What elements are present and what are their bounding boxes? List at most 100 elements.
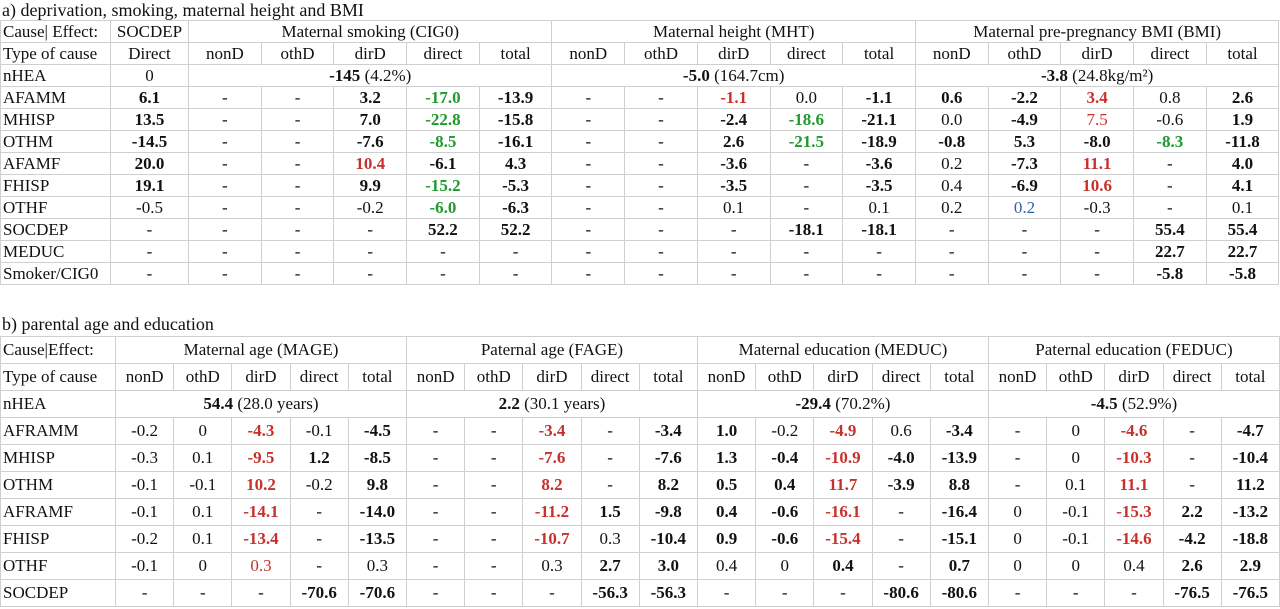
data-cell: - (551, 196, 626, 219)
data-cell: 0.2 (914, 152, 989, 175)
data-row: AFAMM 6.1- -3.2 -17.0 -13.9- - -1.1 0.0 -1.1 0.6-… (0, 86, 1280, 109)
data-cell: 0.0 (914, 108, 989, 131)
data-cell: 11.2 (1220, 471, 1280, 499)
data-cell: - (464, 552, 524, 580)
data-cell: - (769, 196, 844, 219)
subheader-cell: dirD (1060, 42, 1134, 65)
data-cell: 2.6 (696, 130, 771, 153)
data-row: SOCDEP - - - -70.6 -70.6- - - -56.3 -56.3- - - -80.6… (0, 579, 1280, 607)
data-cell: -11.8 (1205, 130, 1280, 153)
data-cell: - (580, 444, 640, 472)
row-label: Smoker/CIG0 (0, 262, 111, 285)
data-cell: 0 (987, 552, 1048, 580)
data-cell: - (769, 174, 844, 197)
data-cell: 2.6 (1205, 86, 1280, 109)
data-cell: - (551, 86, 626, 109)
data-cell: - (696, 579, 757, 607)
data-cell: - (260, 174, 335, 197)
data-cell: 7.0 (333, 108, 408, 131)
data-cell: - (551, 108, 626, 131)
data-cell: 2.2 (1162, 498, 1222, 526)
row-label: OTHM (0, 130, 111, 153)
header-cell: Maternal smoking (CIG0) (187, 20, 553, 43)
baseline-note: (30.1 years) (524, 394, 606, 413)
subheader-cell: othD (987, 42, 1062, 65)
data-cell: -13.5 (347, 525, 407, 553)
subheader-cell: total (842, 42, 916, 65)
data-cell: 1.2 (289, 444, 349, 472)
data-cell: - (987, 240, 1062, 263)
data-row: MEDUC - - - - - - - - - - - - - -22.7 22.7 (0, 240, 1280, 263)
data-cell: - (624, 196, 698, 219)
data-cell: - (987, 417, 1048, 445)
data-cell: 0.1 (696, 196, 771, 219)
data-cell: - (260, 262, 335, 285)
data-cell: - (1162, 471, 1222, 499)
data-cell: 8.2 (638, 471, 698, 499)
data-cell: -80.6 (929, 579, 989, 607)
data-cell: - (464, 498, 524, 526)
row-label: SOCDEP (0, 218, 111, 241)
data-cell: - (260, 130, 335, 153)
row-label: FHISP (0, 525, 116, 553)
data-cell: -6.3 (478, 196, 553, 219)
data-cell: -10.9 (813, 444, 873, 472)
data-cell: - (1132, 196, 1207, 219)
data-cell: - (696, 262, 771, 285)
data-cell: - (1132, 152, 1207, 175)
data-cell: -14.6 (1104, 525, 1164, 553)
data-cell: -10.3 (1104, 444, 1164, 472)
data-cell: -56.3 (638, 579, 698, 607)
data-cell: - (405, 552, 466, 580)
data-cell: 3.0 (638, 552, 698, 580)
data-cell: -6.9 (987, 174, 1062, 197)
data-cell: -3.4 (522, 417, 582, 445)
part-title: b) parental age and education (2, 314, 214, 334)
data-cell: -4.3 (231, 417, 291, 445)
data-cell: -21.1 (842, 108, 916, 131)
data-cell: - (188, 196, 262, 219)
data-cell: - (1132, 174, 1207, 197)
subheader-cell: nonD (987, 363, 1048, 391)
data-cell: - (624, 130, 698, 153)
data-cell: - (260, 86, 335, 109)
baseline-note: (70.2%) (835, 394, 891, 413)
subheader-cell: Direct (110, 42, 189, 65)
data-cell: - (624, 174, 698, 197)
data-cell: -13.9 (478, 86, 553, 109)
data-cell: -0.1 (114, 498, 175, 526)
data-cell: -0.1 (1046, 525, 1106, 553)
row-label: SOCDEP (0, 579, 116, 607)
data-cell: -13.4 (231, 525, 291, 553)
data-cell: 0.2 (914, 196, 989, 219)
data-row: OTHM -0.1 -0.1 10.2 -0.2 9.8- -8.2-8.2 0.5 0.4 11… (0, 471, 1280, 499)
data-cell: - (1162, 444, 1222, 472)
data-cell: - (260, 218, 335, 241)
data-cell: 0 (987, 525, 1048, 553)
data-cell: - (1162, 417, 1222, 445)
data-cell: -0.6 (755, 525, 815, 553)
data-cell: -0.3 (1060, 196, 1134, 219)
data-cell: -22.8 (406, 108, 480, 131)
data-cell: 0 (987, 498, 1048, 526)
data-cell: - (289, 498, 349, 526)
data-cell: -10.4 (638, 525, 698, 553)
data-cell: -0.1 (173, 471, 233, 499)
data-cell: -13.9 (929, 444, 989, 472)
data-cell: - (522, 579, 582, 607)
subheader-cell: othD (755, 363, 815, 391)
row-label: AFRAMF (0, 498, 116, 526)
data-cell: -3.9 (871, 471, 931, 499)
data-cell: 55.4 (1132, 218, 1207, 241)
data-cell: - (987, 218, 1062, 241)
baseline-value: -145 (329, 66, 361, 85)
data-cell: - (464, 579, 524, 607)
subheader-cell: dirD (696, 42, 771, 65)
data-cell: -16.1 (813, 498, 873, 526)
data-cell: 11.1 (1060, 152, 1134, 175)
data-cell: 1.5 (580, 498, 640, 526)
data-cell: - (914, 218, 989, 241)
baseline-value: 54.4 (203, 394, 234, 413)
data-cell: -9.5 (231, 444, 291, 472)
